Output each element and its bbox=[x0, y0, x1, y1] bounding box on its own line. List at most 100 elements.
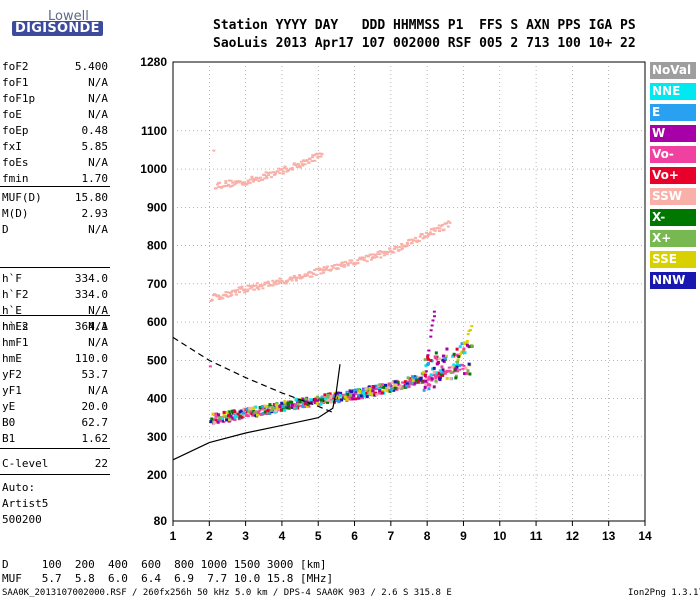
echo-point bbox=[457, 355, 461, 359]
echo-point bbox=[340, 265, 344, 268]
echo-point bbox=[269, 171, 273, 174]
echo-point bbox=[371, 389, 375, 393]
echo-point bbox=[236, 412, 240, 416]
echo-point bbox=[464, 366, 468, 370]
echo-point bbox=[441, 373, 445, 377]
x-tick-label: 8 bbox=[424, 529, 431, 543]
echo-point bbox=[270, 176, 274, 179]
echo-point bbox=[393, 386, 397, 390]
echo-point bbox=[266, 171, 270, 174]
echo-point bbox=[448, 369, 452, 372]
echo-point bbox=[428, 231, 432, 234]
echo-point bbox=[289, 405, 293, 408]
echo-point bbox=[233, 418, 237, 421]
echo-point bbox=[296, 162, 300, 165]
echo-point bbox=[436, 227, 440, 230]
echo-point bbox=[310, 159, 314, 162]
echo-point bbox=[434, 371, 438, 375]
echo-point bbox=[338, 392, 342, 396]
echo-point bbox=[315, 401, 319, 405]
echo-point bbox=[308, 270, 312, 273]
echo-point bbox=[330, 265, 334, 268]
echo-point bbox=[225, 410, 229, 414]
echo-point bbox=[238, 180, 242, 183]
echo-point bbox=[217, 298, 221, 301]
echo-point bbox=[316, 155, 320, 158]
echo-point bbox=[240, 285, 244, 288]
echo-point bbox=[247, 410, 251, 414]
echo-point bbox=[266, 407, 270, 410]
echo-point bbox=[294, 164, 298, 167]
param-value: 1.62 bbox=[81, 432, 109, 445]
echo-point bbox=[364, 391, 368, 395]
param-2-1: h`F2 334.0 bbox=[2, 288, 108, 304]
echo-point bbox=[320, 153, 324, 156]
echo-point bbox=[465, 343, 469, 347]
echo-point bbox=[438, 227, 442, 230]
param-value: N/A bbox=[88, 92, 108, 105]
y-tick-label: 1280 bbox=[140, 55, 167, 69]
echo-point bbox=[324, 268, 328, 271]
echo-point bbox=[223, 184, 227, 187]
echo-point bbox=[224, 180, 228, 183]
echo-point bbox=[443, 356, 447, 360]
echo-point bbox=[298, 400, 302, 404]
echo-point bbox=[265, 176, 269, 179]
echo-point bbox=[318, 152, 322, 155]
echo-point bbox=[257, 285, 261, 288]
echo-point bbox=[354, 391, 358, 395]
echo-point bbox=[443, 372, 447, 375]
echo-point bbox=[426, 361, 430, 365]
echo-point bbox=[426, 357, 430, 361]
echo-point bbox=[242, 407, 246, 411]
echo-point bbox=[280, 279, 284, 282]
echo-point bbox=[253, 177, 257, 180]
echo-point bbox=[371, 387, 375, 391]
echo-point bbox=[301, 275, 305, 278]
echo-point bbox=[441, 358, 445, 362]
echo-point bbox=[393, 380, 397, 384]
echo-point bbox=[303, 405, 307, 408]
echo-point bbox=[375, 253, 379, 256]
echo-point bbox=[300, 163, 304, 166]
echo-point bbox=[373, 393, 377, 397]
echo-point bbox=[452, 363, 456, 367]
echo-point bbox=[352, 392, 356, 395]
echo-point bbox=[385, 253, 389, 256]
echo-point bbox=[273, 173, 277, 176]
echo-point bbox=[251, 180, 255, 183]
echo-point bbox=[328, 392, 332, 396]
param-0-7: fmin 1.70 bbox=[2, 172, 108, 188]
echo-point bbox=[364, 387, 368, 391]
header-line-2: SaoLuis 2013 Apr17 107 002000 RSF 005 2 … bbox=[213, 36, 636, 51]
echo-point bbox=[468, 328, 472, 331]
echo-point bbox=[429, 359, 433, 363]
freq-table-muf: MUF 5.7 5.8 6.0 6.4 6.9 7.7 10.0 15.8 [M… bbox=[2, 572, 334, 585]
echo-point bbox=[256, 413, 260, 417]
echo-point bbox=[419, 376, 423, 380]
echo-point bbox=[272, 171, 276, 174]
echo-point bbox=[265, 412, 269, 415]
echo-point bbox=[387, 382, 391, 386]
echo-point bbox=[293, 407, 297, 411]
echo-point bbox=[210, 417, 214, 421]
echo-point bbox=[322, 266, 326, 269]
echo-point bbox=[367, 390, 371, 393]
echo-point bbox=[308, 275, 312, 278]
echo-point bbox=[245, 290, 249, 293]
y-tick-label: 1100 bbox=[141, 124, 167, 138]
echo-point bbox=[278, 405, 282, 409]
echo-point bbox=[388, 389, 392, 393]
echo-point bbox=[279, 281, 283, 284]
param-value: 5.85 bbox=[81, 140, 109, 153]
echo-point bbox=[320, 396, 324, 400]
echo-point bbox=[454, 367, 458, 371]
echo-point bbox=[374, 387, 378, 390]
echo-point bbox=[219, 419, 223, 423]
param-value: 53.7 bbox=[81, 368, 109, 381]
echo-point bbox=[212, 149, 216, 152]
echo-point bbox=[316, 267, 320, 270]
echo-point bbox=[254, 178, 258, 181]
echo-point bbox=[424, 383, 428, 387]
echo-point bbox=[257, 179, 261, 182]
